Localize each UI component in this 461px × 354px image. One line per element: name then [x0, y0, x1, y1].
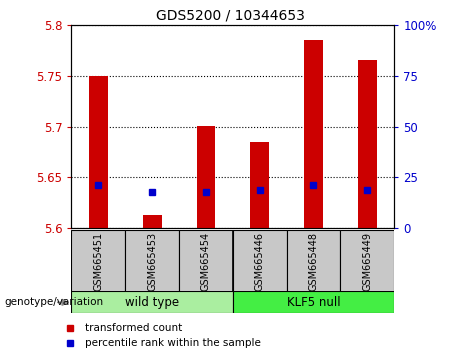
Text: wild type: wild type [125, 296, 179, 309]
Text: genotype/variation: genotype/variation [5, 297, 104, 307]
Bar [233, 230, 287, 292]
Bar [358, 61, 377, 228]
Bar [179, 230, 233, 292]
Bar [71, 230, 125, 292]
Bar [143, 215, 161, 228]
Bar [125, 230, 179, 292]
Bar [233, 291, 394, 313]
Text: GSM665451: GSM665451 [93, 232, 103, 291]
Text: GSM665449: GSM665449 [362, 232, 372, 291]
Text: KLF5 null: KLF5 null [287, 296, 340, 309]
Bar [340, 230, 394, 292]
Text: GSM665454: GSM665454 [201, 232, 211, 291]
Bar [250, 142, 269, 228]
Bar [304, 40, 323, 228]
Text: transformed count: transformed count [85, 322, 183, 332]
Bar [196, 126, 215, 228]
Text: GSM665446: GSM665446 [254, 232, 265, 291]
Bar [287, 230, 340, 292]
Text: percentile rank within the sample: percentile rank within the sample [85, 338, 261, 348]
Text: GSM665453: GSM665453 [147, 232, 157, 291]
Text: GDS5200 / 10344653: GDS5200 / 10344653 [156, 9, 305, 23]
Bar [89, 76, 108, 228]
Text: GSM665448: GSM665448 [308, 232, 319, 291]
Bar [71, 291, 233, 313]
